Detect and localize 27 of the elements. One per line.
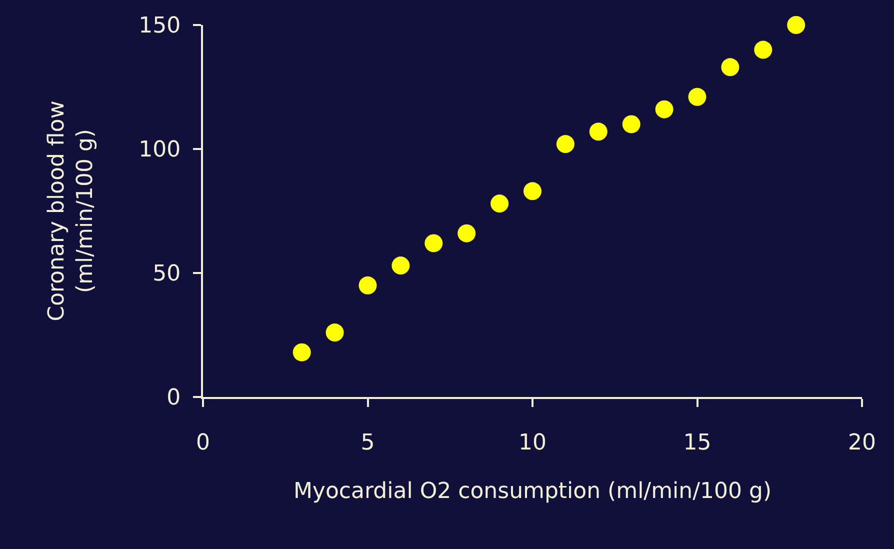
point xyxy=(524,182,542,200)
point xyxy=(622,115,640,134)
y-axis-title: Coronary blood flow (ml/min/100 g) xyxy=(44,100,98,322)
point xyxy=(721,58,740,76)
x-tick-label: 15 xyxy=(683,430,712,456)
point xyxy=(556,135,574,154)
y-tick-label: 50 xyxy=(152,262,181,287)
y-tick-label: 150 xyxy=(138,14,181,39)
point xyxy=(787,16,806,34)
point xyxy=(655,100,674,118)
point xyxy=(424,234,443,252)
point xyxy=(358,276,377,294)
point xyxy=(754,40,772,59)
point xyxy=(490,194,509,213)
x-tick-label: 0 xyxy=(196,430,210,456)
x-tick-label: 10 xyxy=(518,430,546,456)
x-tick-label: 5 xyxy=(360,430,375,456)
point xyxy=(392,256,410,275)
y-tick-label: 0 xyxy=(166,386,181,411)
x-tick-label: 20 xyxy=(848,430,876,456)
point xyxy=(589,122,608,141)
point xyxy=(688,88,706,106)
point xyxy=(326,324,344,342)
y-tick-label: 100 xyxy=(138,138,181,163)
x-axis-title: Myocardial O2 consumption (ml/min/100 g) xyxy=(293,478,772,504)
point xyxy=(458,224,476,242)
point xyxy=(292,343,311,362)
